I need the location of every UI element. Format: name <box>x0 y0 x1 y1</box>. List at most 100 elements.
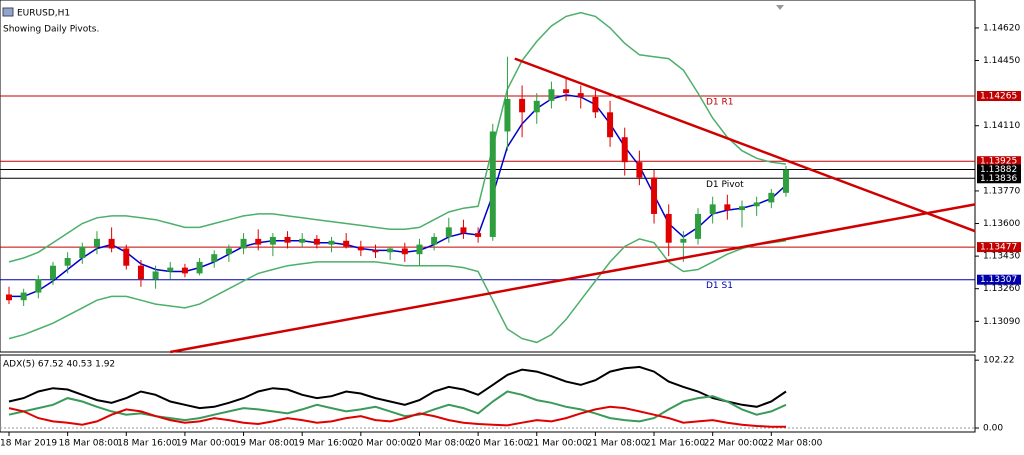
y-tick-label: 1.13600 <box>983 219 1020 229</box>
candle-body <box>519 98 526 113</box>
x-tick-label: 20 Mar 08:00 <box>410 439 470 449</box>
x-tick-label: 18 Mar 16:00 <box>117 439 177 449</box>
candle-body <box>196 261 203 274</box>
trendline <box>514 57 976 233</box>
candle-body <box>563 89 570 94</box>
candle-body <box>489 131 496 237</box>
candle-body <box>93 238 100 247</box>
candle-body <box>181 267 188 274</box>
candle-body <box>328 240 335 245</box>
level-label: 1.13882 <box>980 165 1017 175</box>
x-tick-label: 20 Mar 16:00 <box>469 439 529 449</box>
overlay-line <box>8 238 787 344</box>
shift-marker <box>776 5 784 10</box>
indicator-line <box>8 390 787 423</box>
x-tick-label: 20 Mar 00:00 <box>352 439 412 449</box>
x-tick-label: 19 Mar 00:00 <box>176 439 236 449</box>
level-name: D1 R1 <box>706 98 734 108</box>
candle-body <box>577 93 584 97</box>
candle-body <box>137 265 144 280</box>
x-tick-label: 18 Mar 08:00 <box>59 439 119 449</box>
candle-body <box>357 246 364 251</box>
indicator-line <box>8 405 786 428</box>
candle-body <box>240 238 247 249</box>
candle-body <box>680 238 687 243</box>
level-label: 1.13925 <box>980 157 1017 167</box>
level-label: 1.13477 <box>980 243 1017 253</box>
candle-body <box>372 250 379 253</box>
candle-body <box>460 227 467 234</box>
x-tick-label: 21 Mar 08:00 <box>586 439 646 449</box>
candle-body <box>607 112 614 138</box>
x-tick-label: 21 Mar 16:00 <box>645 439 705 449</box>
candle-body <box>35 279 42 293</box>
candle-body <box>284 236 291 243</box>
candle-body <box>636 162 643 178</box>
x-tick-label: 19 Mar 08:00 <box>235 439 295 449</box>
indicator-tick-label: 0.00 <box>983 424 1003 434</box>
candle-body <box>621 137 628 163</box>
candle-body <box>123 248 130 266</box>
x-tick-label: 18 Mar 2019 <box>0 439 57 449</box>
candle-body <box>387 248 394 253</box>
candle-body <box>475 233 482 237</box>
y-tick-label: 1.13770 <box>983 186 1020 196</box>
candle-body <box>724 204 731 211</box>
candle-body <box>255 238 262 245</box>
candle-body <box>20 292 27 301</box>
level-label: 1.13836 <box>980 174 1017 184</box>
indicator-line <box>8 365 787 410</box>
y-tick-label: 1.14450 <box>983 56 1020 66</box>
candle-body <box>401 248 408 255</box>
candle-body <box>533 100 540 113</box>
level-label-box <box>977 164 1021 175</box>
level-label-box <box>977 156 1021 167</box>
candle-body <box>665 213 672 243</box>
y-tick-label: 1.13430 <box>983 252 1020 262</box>
candle-body <box>79 246 86 259</box>
level-name: D1 Pivot <box>706 180 744 190</box>
candle-body <box>753 202 760 207</box>
trendline <box>170 203 976 354</box>
candle-body <box>504 98 511 132</box>
candle-body <box>211 254 218 262</box>
candle-body <box>225 248 232 255</box>
candle-body <box>445 227 452 237</box>
candle-body <box>6 294 12 301</box>
level-label: 1.13307 <box>980 275 1017 285</box>
level-label-box <box>977 242 1021 253</box>
y-tick-label: 1.13090 <box>983 317 1020 327</box>
candle-body <box>739 206 745 211</box>
candle-body <box>782 169 789 193</box>
level-label: 1.14265 <box>980 92 1017 102</box>
candle-body <box>709 204 716 214</box>
candle-body <box>299 238 306 243</box>
candle-body <box>768 192 775 203</box>
indicator-pane <box>0 354 976 433</box>
level-label-box <box>977 173 1021 184</box>
candle-body <box>548 89 555 101</box>
y-tick-label: 1.13260 <box>983 284 1020 294</box>
level-label-box <box>977 274 1021 285</box>
overlay-line <box>8 11 787 263</box>
candle-body <box>269 236 276 245</box>
y-tick-label: 1.14110 <box>983 121 1020 131</box>
candle-body <box>49 265 56 280</box>
candle-body <box>313 238 320 245</box>
candle-body <box>651 177 658 214</box>
candle-body <box>64 258 71 266</box>
candle-body <box>152 271 159 280</box>
indicator-title: ADX(5) 67.52 40.53 1.92 <box>3 360 115 370</box>
candle-body <box>108 238 115 249</box>
candle-body <box>167 267 174 272</box>
x-tick-label: 19 Mar 16:00 <box>293 439 353 449</box>
candle-body <box>695 213 702 239</box>
x-tick-label: 22 Mar 00:00 <box>704 439 764 449</box>
x-tick-label: 21 Mar 00:00 <box>528 439 588 449</box>
chart-subtitle: Showing Daily Pivots. <box>3 25 99 35</box>
candle-body <box>416 244 423 255</box>
level-name: D1 S1 <box>706 281 733 291</box>
candle-body <box>343 240 350 247</box>
level-label-box <box>977 91 1021 102</box>
